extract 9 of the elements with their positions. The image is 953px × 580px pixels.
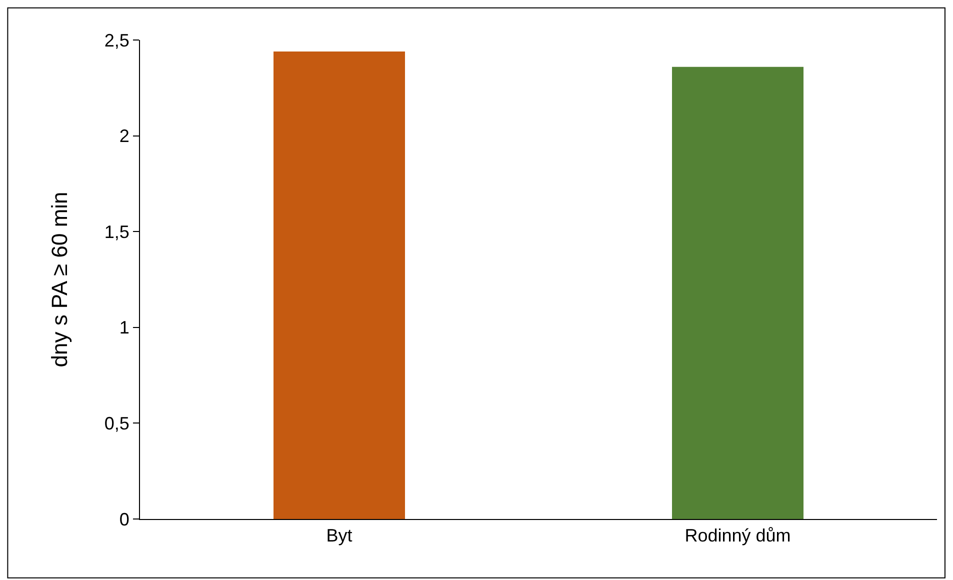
y-tick-label: 0,5 xyxy=(104,414,130,434)
y-axis-title: dny s PA ≥ 60 min xyxy=(47,192,72,368)
y-tick-label: 1,5 xyxy=(104,222,130,242)
x-tick-label: Rodinný dům xyxy=(684,526,791,546)
y-tick-label: 0 xyxy=(119,509,130,530)
x-tick-label: Byt xyxy=(326,526,352,546)
y-tick-label: 2 xyxy=(119,126,130,146)
y-tick-label: 1 xyxy=(119,318,130,338)
y-tick-label: 2,5 xyxy=(104,30,130,50)
